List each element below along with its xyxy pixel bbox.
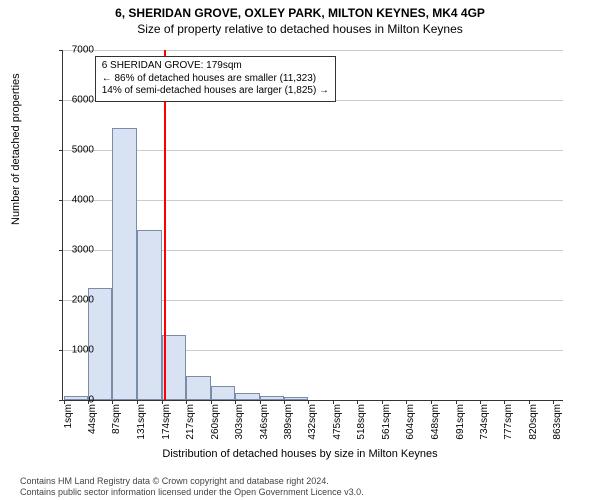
xtick-label: 174sqm <box>161 404 172 464</box>
plot-region: 6 SHERIDAN GROVE: 179sqm ← 86% of detach… <box>62 50 563 401</box>
xtick-label: 648sqm <box>430 404 441 464</box>
xtick-label: 820sqm <box>528 404 539 464</box>
xtick-label: 604sqm <box>405 404 416 464</box>
xtick-label: 346sqm <box>259 404 270 464</box>
ytick-label: 3000 <box>54 245 94 256</box>
xtick-label: 863sqm <box>552 404 563 464</box>
chart-container: 6, SHERIDAN GROVE, OXLEY PARK, MILTON KE… <box>0 0 600 500</box>
xtick-label: 303sqm <box>234 404 245 464</box>
chart-area: 6 SHERIDAN GROVE: 179sqm ← 86% of detach… <box>62 50 562 400</box>
xtick-label: 518sqm <box>356 404 367 464</box>
ytick-label: 7000 <box>54 45 94 56</box>
xtick-label: 691sqm <box>455 404 466 464</box>
annotation-line-3: 14% of semi-detached houses are larger (… <box>102 85 329 98</box>
xtick-label: 44sqm <box>87 404 98 464</box>
footer-line-2: Contains public sector information licen… <box>20 487 364 498</box>
gridline <box>63 200 563 201</box>
xtick-label: 777sqm <box>503 404 514 464</box>
histogram-bar <box>211 386 235 400</box>
histogram-bar <box>112 128 136 401</box>
footer-line-1: Contains HM Land Registry data © Crown c… <box>20 476 364 487</box>
xtick-label: 131sqm <box>136 404 147 464</box>
xtick-label: 260sqm <box>210 404 221 464</box>
xtick-label: 1sqm <box>63 404 74 464</box>
footer-attribution: Contains HM Land Registry data © Crown c… <box>20 476 364 498</box>
annotation-line-2: ← 86% of detached houses are smaller (11… <box>102 73 329 86</box>
y-axis-label: Number of detached properties <box>10 73 22 225</box>
marker-line <box>164 50 166 400</box>
xtick-label: 475sqm <box>332 404 343 464</box>
xtick-label: 217sqm <box>185 404 196 464</box>
histogram-bar <box>235 393 259 401</box>
ytick-label: 1000 <box>54 345 94 356</box>
xtick-label: 432sqm <box>307 404 318 464</box>
xtick-label: 561sqm <box>381 404 392 464</box>
xtick-label: 87sqm <box>111 404 122 464</box>
histogram-bar <box>137 230 161 400</box>
chart-title-subtitle: Size of property relative to detached ho… <box>0 20 600 36</box>
histogram-bar <box>284 397 308 400</box>
histogram-bar <box>186 376 210 400</box>
ytick-label: 5000 <box>54 145 94 156</box>
annotation-line-1: 6 SHERIDAN GROVE: 179sqm <box>102 60 329 73</box>
xtick-label: 389sqm <box>283 404 294 464</box>
ytick-label: 6000 <box>54 95 94 106</box>
gridline <box>63 50 563 51</box>
chart-title-address: 6, SHERIDAN GROVE, OXLEY PARK, MILTON KE… <box>0 0 600 20</box>
histogram-bar <box>260 396 284 401</box>
annotation-box: 6 SHERIDAN GROVE: 179sqm ← 86% of detach… <box>95 56 336 102</box>
gridline <box>63 150 563 151</box>
xtick-label: 734sqm <box>479 404 490 464</box>
ytick-label: 2000 <box>54 295 94 306</box>
ytick-label: 4000 <box>54 195 94 206</box>
